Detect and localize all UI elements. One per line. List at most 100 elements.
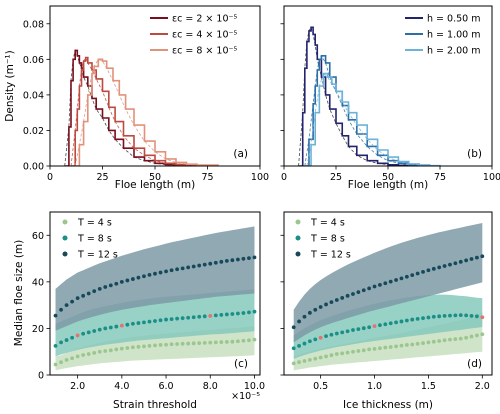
- legend-a-text-3: εc = 8 × 10⁻⁵: [172, 46, 238, 57]
- point-d-2: [291, 346, 296, 351]
- legend-b-text-1: h = 0.50 m: [427, 14, 480, 25]
- panel-d-xtick-label: 0.5: [313, 381, 328, 392]
- fit-curve-a-1: [64, 49, 187, 166]
- point-d-3: [458, 259, 463, 264]
- point-c-2: [241, 311, 246, 315]
- panel-d: 0.5 1.0 1.5 2.0 (d) Ice thickness (m) T = 4…: [280, 211, 493, 411]
- legend-a-text-1: εc = 2 × 10⁻⁵: [172, 14, 238, 25]
- point-c-3: [169, 268, 174, 273]
- point-d-3: [367, 286, 372, 291]
- point-c-1: [197, 341, 202, 345]
- point-c-3: [224, 259, 229, 263]
- point-d-1: [394, 344, 398, 349]
- point-c-2: [202, 314, 207, 319]
- legend-c-swatch-1: [62, 219, 68, 225]
- point-d-1: [313, 356, 318, 361]
- panel-a-xtick-label: 25: [96, 172, 108, 183]
- point-d-2: [426, 315, 431, 320]
- point-d-1: [448, 337, 452, 342]
- point-c-1: [97, 349, 102, 354]
- point-d-1: [356, 349, 361, 353]
- point-d-3: [318, 305, 323, 309]
- point-d-2: [318, 335, 323, 340]
- point-d-1: [458, 336, 463, 341]
- point-d-3: [464, 258, 469, 263]
- point-c-3: [92, 289, 97, 294]
- point-d-2: [480, 315, 485, 320]
- point-d-2: [302, 341, 307, 346]
- point-c-3: [53, 313, 58, 318]
- point-d-3: [345, 293, 350, 298]
- point-c-3: [75, 296, 80, 301]
- point-c-1: [108, 348, 113, 353]
- point-d-1: [297, 360, 301, 365]
- band-d-2: [293, 294, 483, 359]
- panel-a-xtick-label: 100: [251, 172, 269, 183]
- legend-c-item-1: T = 4 s: [62, 218, 112, 229]
- point-d-2: [404, 318, 409, 323]
- point-c-1: [136, 344, 141, 349]
- point-c-2: [147, 319, 152, 324]
- point-d-3: [431, 266, 436, 271]
- point-c-3: [103, 285, 108, 289]
- point-c-2: [86, 330, 91, 335]
- point-d-1: [415, 341, 420, 346]
- point-d-1: [329, 353, 334, 358]
- point-c-2: [130, 321, 135, 326]
- point-c-3: [252, 255, 257, 260]
- point-c-2: [247, 310, 251, 315]
- panel-b-xtick-label: 100: [483, 172, 500, 183]
- legend-d-text-3: T = 12 s: [310, 250, 351, 261]
- legend-c-text-1: T = 4 s: [77, 218, 112, 229]
- point-c-1: [119, 346, 124, 351]
- point-c-3: [125, 278, 130, 283]
- point-d-2: [313, 337, 318, 342]
- point-c-3: [241, 256, 246, 261]
- point-d-2: [340, 330, 345, 335]
- point-c-3: [97, 286, 102, 291]
- point-d-2: [307, 339, 312, 344]
- panel-b-xtick-label: 50: [382, 172, 394, 183]
- point-c-2: [70, 335, 75, 340]
- legend-c-item-3: T = 12 s: [62, 250, 118, 261]
- point-d-2: [410, 317, 415, 322]
- panel-b-xlabel: Floe length (m): [348, 179, 428, 191]
- point-d-3: [361, 288, 366, 293]
- legend-d-item-1: T = 4 s: [295, 218, 345, 229]
- panel-b-ticks: 0 25 50 75 100: [280, 23, 500, 183]
- point-c-1: [247, 338, 251, 343]
- point-d-3: [448, 262, 452, 267]
- point-c-3: [147, 272, 152, 277]
- legend-c-text-2: T = 8 s: [77, 234, 112, 245]
- panel-d-label: (d): [467, 358, 482, 370]
- panel-a-ytick-label: 0.04: [23, 90, 44, 101]
- point-c-3: [175, 267, 180, 272]
- point-d-2: [431, 314, 436, 319]
- point-c-3: [158, 270, 163, 275]
- panel-c-xtick-label: 6.0: [158, 381, 173, 392]
- point-d-3: [291, 325, 296, 330]
- point-c-1: [219, 340, 224, 345]
- legend-c-swatch-3: [62, 251, 68, 257]
- band-c-3: [55, 226, 255, 331]
- panel-b-xtick-label: 75: [434, 172, 446, 183]
- point-d-2: [442, 313, 447, 318]
- point-c-3: [114, 281, 119, 286]
- legend-c-text-3: T = 12 s: [77, 250, 118, 261]
- point-c-2: [213, 313, 218, 318]
- panel-b-xtick-label: 0: [281, 172, 287, 183]
- panel-a-plot: [64, 49, 219, 166]
- panel-a-ytick-label: 0.06: [23, 55, 44, 66]
- point-c-2: [224, 312, 229, 317]
- point-d-2: [383, 322, 388, 327]
- point-c-3: [235, 257, 240, 262]
- point-d-3: [351, 292, 355, 296]
- panel-a-label: (a): [233, 148, 248, 160]
- panel-c-ytick-label: 20: [32, 324, 44, 335]
- point-d-1: [307, 357, 312, 362]
- legend-b-text-2: h = 1.00 m: [427, 30, 480, 41]
- fit-curve-b-1: [298, 26, 409, 166]
- point-c-2: [191, 315, 196, 320]
- panel-b: 0 25 50 75 100 (b) Floe length (m) h = 0.50 …: [280, 5, 500, 191]
- point-c-2: [108, 325, 113, 330]
